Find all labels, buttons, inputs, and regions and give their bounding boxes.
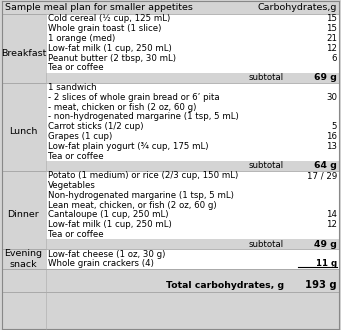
Text: 12: 12 xyxy=(326,220,337,229)
Text: Dinner: Dinner xyxy=(8,211,39,219)
Text: Tea or coffee: Tea or coffee xyxy=(48,230,104,239)
Text: Tea or coffee: Tea or coffee xyxy=(48,151,104,161)
Text: 17 / 29: 17 / 29 xyxy=(307,171,337,180)
Text: 15: 15 xyxy=(326,15,337,23)
Text: subtotal: subtotal xyxy=(249,240,284,249)
Text: 193 g: 193 g xyxy=(306,280,337,290)
Text: Non-hydrogenated margarine (1 tsp, 5 mL): Non-hydrogenated margarine (1 tsp, 5 mL) xyxy=(48,191,234,200)
Text: Low-fat plain yogurt (¾ cup, 175 mL): Low-fat plain yogurt (¾ cup, 175 mL) xyxy=(48,142,208,151)
Text: 5: 5 xyxy=(331,122,337,131)
Bar xyxy=(46,82,339,171)
Text: 16: 16 xyxy=(326,132,337,141)
Text: 6: 6 xyxy=(331,53,337,63)
Bar xyxy=(2,14,339,82)
Text: - non-hydrogenated margarine (1 tsp, 5 mL): - non-hydrogenated margarine (1 tsp, 5 m… xyxy=(48,113,239,121)
Text: - meat, chicken or fish (2 oz, 60 g): - meat, chicken or fish (2 oz, 60 g) xyxy=(48,103,196,112)
Text: Total carbohydrates, g: Total carbohydrates, g xyxy=(166,280,284,290)
Text: Evening
snack: Evening snack xyxy=(4,249,43,269)
Text: 49 g: 49 g xyxy=(314,240,337,249)
Bar xyxy=(2,249,339,269)
Bar xyxy=(2,239,339,249)
Bar xyxy=(2,1,339,14)
Text: Carbohydrates,g: Carbohydrates,g xyxy=(257,3,337,12)
Text: 12: 12 xyxy=(326,44,337,53)
Text: 64 g: 64 g xyxy=(314,161,337,170)
Text: Sample meal plan for smaller appetites: Sample meal plan for smaller appetites xyxy=(5,3,193,12)
Text: Low-fat milk (1 cup, 250 mL): Low-fat milk (1 cup, 250 mL) xyxy=(48,44,172,53)
Text: Vegetables: Vegetables xyxy=(48,181,96,190)
Text: 1 sandwich: 1 sandwich xyxy=(48,83,97,92)
Text: Breakfast: Breakfast xyxy=(1,49,46,58)
Bar xyxy=(2,269,339,279)
Text: 1 orange (med): 1 orange (med) xyxy=(48,34,115,43)
Text: Grapes (1 cup): Grapes (1 cup) xyxy=(48,132,112,141)
Text: - 2 slices of whole grain bread or 6’ pita: - 2 slices of whole grain bread or 6’ pi… xyxy=(48,93,220,102)
Bar xyxy=(2,161,339,171)
Text: Cantaloupe (1 cup, 250 mL): Cantaloupe (1 cup, 250 mL) xyxy=(48,211,168,219)
Text: Cold cereal (½ cup, 125 mL): Cold cereal (½ cup, 125 mL) xyxy=(48,15,170,23)
Text: Lunch: Lunch xyxy=(9,127,38,136)
Bar xyxy=(46,171,339,249)
Bar xyxy=(2,73,339,82)
Text: 30: 30 xyxy=(326,93,337,102)
Bar xyxy=(46,249,339,269)
Text: 21: 21 xyxy=(326,34,337,43)
Text: Potato (1 medium) or rice (2/3 cup, 150 mL): Potato (1 medium) or rice (2/3 cup, 150 … xyxy=(48,171,238,180)
Text: Low-fat cheese (1 oz, 30 g): Low-fat cheese (1 oz, 30 g) xyxy=(48,249,165,259)
Bar xyxy=(2,171,339,249)
Text: Peanut butter (2 tbsp, 30 mL): Peanut butter (2 tbsp, 30 mL) xyxy=(48,53,176,63)
Text: Carrot sticks (1/2 cup): Carrot sticks (1/2 cup) xyxy=(48,122,144,131)
Text: subtotal: subtotal xyxy=(249,73,284,82)
Text: Lean meat, chicken, or fish (2 oz, 60 g): Lean meat, chicken, or fish (2 oz, 60 g) xyxy=(48,201,217,210)
Bar xyxy=(2,279,339,292)
Text: 14: 14 xyxy=(326,211,337,219)
Text: 13: 13 xyxy=(326,142,337,151)
Text: Tea or coffee: Tea or coffee xyxy=(48,63,104,72)
Text: 11 g: 11 g xyxy=(316,259,337,268)
Text: 15: 15 xyxy=(326,24,337,33)
Text: Whole grain toast (1 slice): Whole grain toast (1 slice) xyxy=(48,24,161,33)
Bar xyxy=(2,82,339,171)
Text: subtotal: subtotal xyxy=(249,161,284,170)
Text: Low-fat milk (1 cup, 250 mL): Low-fat milk (1 cup, 250 mL) xyxy=(48,220,172,229)
Bar xyxy=(46,14,339,82)
Text: 69 g: 69 g xyxy=(314,73,337,82)
Text: Whole grain crackers (4): Whole grain crackers (4) xyxy=(48,259,154,268)
